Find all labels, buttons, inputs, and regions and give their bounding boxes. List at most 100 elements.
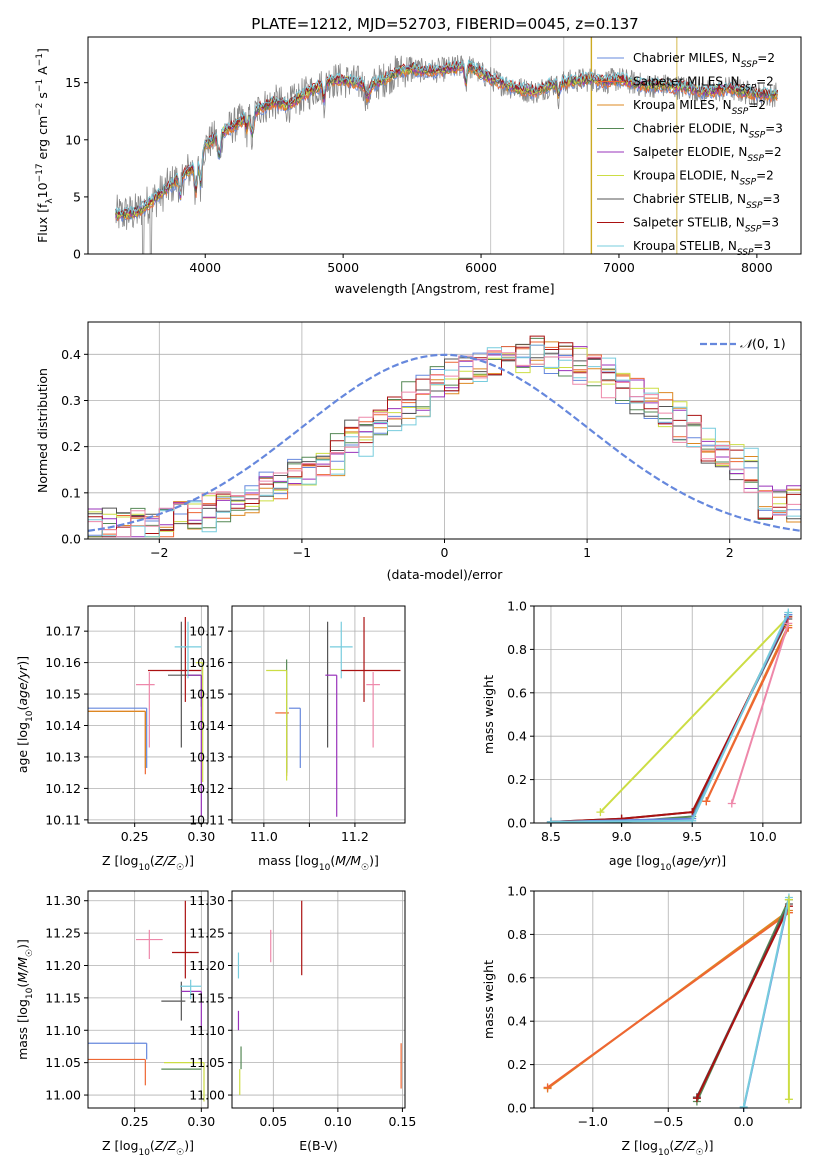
- weight-vs-metallicity-panel: −1.0 −0.5 0.0 0.0 0.2 0.4 0.6 0.8 1.0 mass weight…: [481, 884, 802, 1158]
- axes-frame: [87, 36, 802, 255]
- weight-marker: [727, 799, 736, 808]
- x-tick-label: 9.0: [612, 829, 632, 844]
- y-tick-label: 0.0: [507, 1101, 527, 1116]
- weight-marker: [784, 895, 793, 904]
- weight-line: [695, 905, 790, 1099]
- legend-entry-label: Chabrier ELODIE, NSSP=3: [633, 122, 783, 141]
- x-tick-label: −0.5: [653, 1114, 683, 1129]
- y-tick-label: 11.25: [45, 926, 81, 941]
- y-tick-label: 0.6: [507, 970, 527, 985]
- x-axis-label: age [log10(age/yr)]: [609, 853, 726, 873]
- weight-line: [730, 623, 790, 804]
- weight-marker: [784, 608, 793, 617]
- y-tick-label: 10.17: [45, 624, 81, 639]
- weight-marker: [784, 619, 793, 628]
- x-tick-label: 0.25: [121, 1114, 149, 1129]
- y-tick-label: 11.20: [45, 958, 81, 973]
- weight-line: [550, 614, 790, 823]
- x-axis-label: Z [log10(Z/Z☉)]: [622, 1138, 714, 1158]
- x-tick-label: 0.30: [187, 1114, 215, 1129]
- y-tick-label: 10.11: [189, 812, 225, 827]
- spectrum-panel: 4000 5000 6000 7000 8000 0 5 10 15 Flux [fλ10−17 …: [35, 36, 802, 296]
- legend-entry-label: 𝒩(0, 1): [740, 336, 786, 351]
- age-vs-metallicity-panel: 0.25 0.30 10.11 10.12 10.13 10.14 10.15 10.16 10…: [15, 605, 215, 873]
- legend-entry-label: Chabrier STELIB, NSSP=3: [633, 192, 780, 211]
- x-axis-label: Z [log10(Z/Z☉)]: [102, 1138, 194, 1158]
- model-spectrum-line: [115, 65, 778, 222]
- y-tick-label: 10.17: [189, 624, 225, 639]
- spectrum-legend: Chabrier MILES, NSSP=2 Salpeter MILES, NS…: [597, 51, 783, 258]
- x-tick-label: 0.10: [324, 1114, 352, 1129]
- y-axis-label: Flux [fλ10−17 erg cm−2 s−1 A−1]: [35, 48, 55, 243]
- y-tick-label: 11.00: [45, 1088, 81, 1103]
- y-tick-label: 10.12: [45, 781, 81, 796]
- y-tick-label: 10.11: [45, 812, 81, 827]
- gaussian-reference-curve: [88, 353, 801, 532]
- y-tick-label: 0.6: [507, 685, 527, 700]
- x-tick-label: 0.05: [259, 1114, 287, 1129]
- y-tick-label: 11.30: [189, 893, 225, 908]
- model-spectrum-line: [115, 59, 778, 216]
- weight-line: [550, 616, 790, 823]
- weight-vs-age-panel: 8.5 9.0 9.5 10.0 0.0 0.2 0.4 0.6 0.8 1.0 mass weig…: [481, 599, 802, 873]
- y-tick-label: 11.10: [189, 1023, 225, 1038]
- spectrum-plot-area: [115, 37, 778, 254]
- model-spectrum-line: [115, 59, 778, 218]
- y-tick-label: 11.05: [45, 1055, 81, 1070]
- x-tick-label: 0: [441, 545, 449, 560]
- y-tick-label: 0.4: [507, 729, 527, 744]
- x-tick-label: 4000: [189, 260, 221, 275]
- x-tick-label: 0.30: [187, 829, 215, 844]
- x-tick-label: 10.0: [749, 829, 777, 844]
- errorbar-plot-area: [88, 617, 204, 817]
- mass-vs-metallicity-panel: 0.25 0.30 11.00 11.05 11.10 11.15 11.20 11.25 11…: [15, 890, 215, 1158]
- x-tick-label: 1: [583, 545, 591, 560]
- y-tick-label: 0.1: [61, 485, 81, 500]
- histogram-plot-area: [88, 335, 801, 538]
- y-tick-label: 1.0: [507, 599, 527, 614]
- y-tick-label: 10.14: [189, 718, 225, 733]
- weight-marker: [702, 797, 711, 806]
- age-vs-mass-panel: 11.0 11.2 10.11 10.12 10.13 10.14 10.15 10.16 10…: [189, 605, 406, 873]
- x-tick-label: 5000: [327, 260, 359, 275]
- y-axis-label: age [log10(age/yr)]: [15, 656, 35, 773]
- errorbar-plot-area: [266, 617, 401, 817]
- legend-entry-label: Kroupa MILES, NSSP=2: [633, 98, 766, 117]
- y-tick-label: 10: [65, 132, 81, 147]
- legend-entry-label: Salpeter STELIB, NSSP=3: [633, 216, 779, 235]
- axes-frame: [87, 605, 209, 824]
- x-tick-label: 11.2: [341, 829, 369, 844]
- y-tick-label: 0.2: [61, 439, 81, 454]
- weight-marker: [784, 1095, 793, 1104]
- y-tick-label: 10.15: [189, 687, 225, 702]
- weight-line: [550, 612, 790, 823]
- errorbar-plot-area: [237, 900, 402, 1096]
- weight-line: [599, 616, 790, 813]
- y-axis-label: mass weight: [481, 960, 496, 1039]
- y-tick-label: 0.2: [507, 1057, 527, 1072]
- y-tick-label: 0: [73, 247, 81, 262]
- x-tick-label: 6000: [465, 260, 497, 275]
- y-tick-label: 0.0: [507, 816, 527, 831]
- x-tick-label: −1.0: [578, 1114, 608, 1129]
- y-tick-label: 0.2: [507, 772, 527, 787]
- y-tick-label: 10.16: [189, 655, 225, 670]
- x-tick-label: 8.5: [541, 829, 561, 844]
- weight-line: [742, 897, 790, 1108]
- x-axis-label: E(B-V): [299, 1138, 338, 1153]
- y-tick-label: 10.15: [45, 687, 81, 702]
- y-tick-label: 10.16: [45, 655, 81, 670]
- y-tick-label: 11.15: [189, 990, 225, 1005]
- histogram-step-line: [88, 350, 801, 538]
- y-tick-label: 11.10: [45, 1023, 81, 1038]
- legend-entry-label: Kroupa STELIB, NSSP=3: [633, 239, 771, 258]
- y-tick-label: 0.3: [61, 393, 81, 408]
- axes-frame: [87, 890, 209, 1109]
- x-tick-label: 0.15: [388, 1114, 416, 1129]
- weight-plot-area: [546, 608, 793, 826]
- x-tick-label: 8000: [741, 260, 773, 275]
- y-tick-label: 5: [73, 189, 81, 204]
- x-tick-label: −2: [150, 545, 168, 560]
- y-axis-label: mass [log10(M/M☉)]: [15, 939, 35, 1060]
